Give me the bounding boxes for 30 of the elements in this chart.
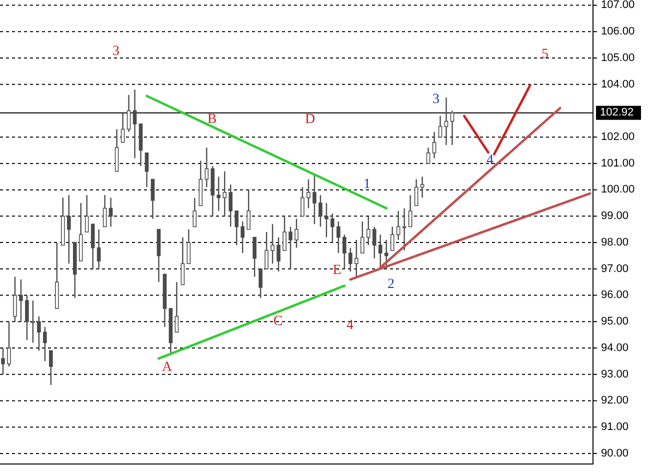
annotation: 1 <box>364 177 370 192</box>
annotation: 3 <box>112 44 120 60</box>
annotation: B <box>207 112 217 128</box>
annotation: 5 <box>542 47 548 62</box>
y-tick-label: 105.00 <box>601 52 635 64</box>
y-tick-label: 106.00 <box>601 26 635 38</box>
y-tick-label: 90.00 <box>601 447 629 460</box>
annotation: 4 <box>486 153 494 168</box>
y-tick-label: 101.00 <box>601 157 635 170</box>
y-tick-label: 107.00 <box>601 0 635 12</box>
y-tick-label: 99.00 <box>601 210 629 222</box>
y-tick-label: 91.00 <box>601 420 629 433</box>
y-tick-label: 97.00 <box>601 262 629 275</box>
annotation: D <box>304 112 316 128</box>
y-tick-label: 92.00 <box>601 394 629 407</box>
annotation: A <box>162 360 173 376</box>
annotation: C <box>273 314 283 330</box>
y-tick-label: 96.00 <box>601 289 629 302</box>
ref-line-label: 102.92 <box>600 106 634 119</box>
y-tick-label: 102.00 <box>601 130 635 143</box>
y-tick-label: 93.00 <box>601 368 629 380</box>
y-tick-label: 95.00 <box>601 316 629 328</box>
y-tick-label: 98.00 <box>601 236 629 248</box>
annotation: 4 <box>346 318 354 334</box>
y-tick-label: 104.00 <box>601 78 635 90</box>
y-tick-label: 100.00 <box>601 184 635 196</box>
annotation: E <box>332 263 342 278</box>
annotation: 3 <box>432 92 440 108</box>
annotation: 2 <box>388 277 394 292</box>
y-tick-label: 94.00 <box>601 342 629 354</box>
